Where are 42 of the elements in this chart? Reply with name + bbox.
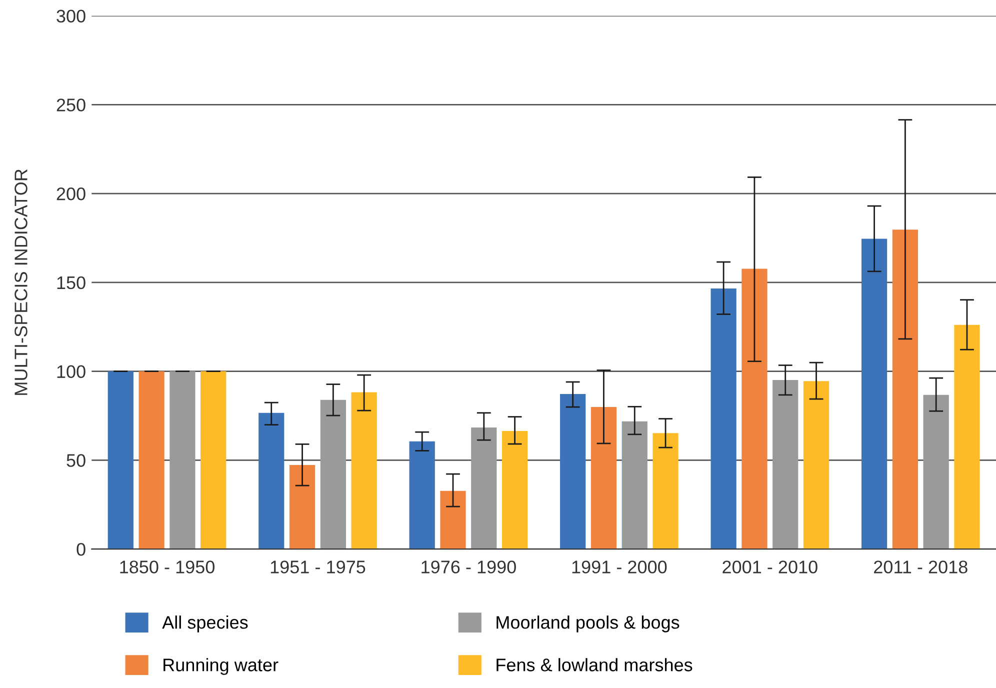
legend-label: Moorland pools & bogs [496, 616, 680, 632]
bar [803, 381, 830, 550]
y-tick-label: 150 [57, 276, 86, 290]
bar [409, 441, 435, 550]
bar [590, 407, 617, 550]
y-axis-title: MULTI-SPECIS INDICATOR [14, 169, 28, 395]
y-tick-label: 300 [56, 10, 86, 23]
bar [923, 394, 949, 550]
bar [108, 371, 134, 550]
bar [861, 238, 888, 550]
bar [200, 371, 226, 550]
y-tick-label: 50 [66, 454, 86, 467]
y-tick-label: 100 [57, 365, 86, 378]
x-tick-label: 2011 - 2018 [874, 560, 968, 574]
legend-label: Fens & lowland marshes [496, 658, 692, 672]
bar [289, 464, 316, 550]
bar [440, 490, 466, 550]
bar [320, 400, 346, 550]
bar [742, 268, 768, 550]
y-tick-label: 250 [56, 98, 86, 112]
bar [351, 392, 377, 550]
bar [560, 394, 586, 550]
bar [710, 288, 736, 550]
y-tick-label: 0 [76, 542, 86, 556]
x-tick-label: 1976 - 1990 [422, 560, 516, 574]
x-tick-label: 1951 - 1975 [270, 560, 366, 574]
bar [471, 427, 497, 550]
x-tick-label: 1991 - 2000 [572, 560, 667, 574]
bar [258, 412, 284, 550]
bar [954, 324, 980, 550]
bar [652, 433, 678, 550]
legend-label: Running water [164, 658, 278, 675]
bar [772, 380, 798, 550]
x-tick-label: 2001 - 2010 [722, 560, 818, 574]
bar [892, 230, 918, 550]
legend-label: All species [162, 616, 248, 632]
bar [138, 371, 164, 550]
bar [622, 421, 648, 550]
y-tick-label: 200 [56, 187, 86, 200]
bar [502, 431, 528, 550]
bar [170, 371, 196, 550]
x-tick-label: 1850 - 1950 [120, 560, 214, 574]
